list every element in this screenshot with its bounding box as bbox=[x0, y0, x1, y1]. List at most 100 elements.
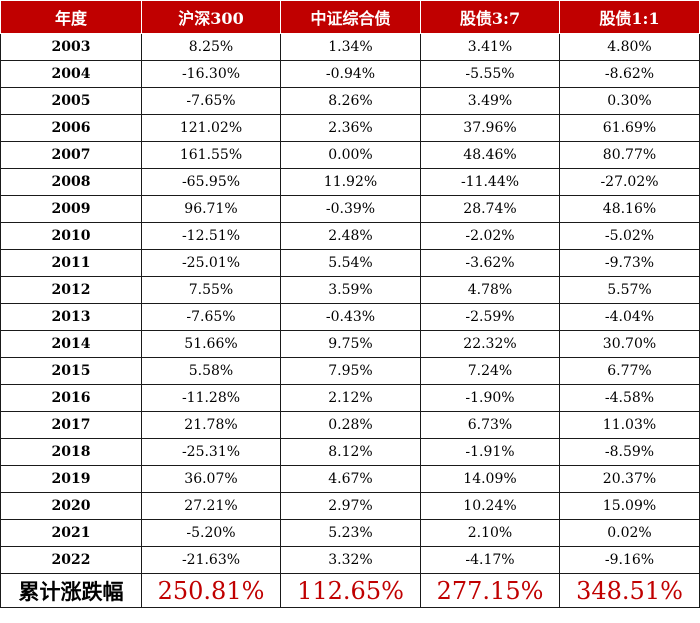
cell-csi300: -25.01% bbox=[141, 249, 281, 277]
header-bond-index: 中证综合债 bbox=[280, 0, 421, 34]
table-row: 2012 7.55% 3.59% 4.78% 5.57% bbox=[0, 276, 700, 304]
cell-mix-1-1: -8.62% bbox=[559, 60, 700, 88]
cell-mix-3-7: -11.44% bbox=[420, 168, 560, 196]
total-mix-1-1: 348.51% bbox=[559, 573, 700, 608]
table-row: 2009 96.71% -0.39% 28.74% 48.16% bbox=[0, 195, 700, 223]
cell-mix-1-1: -9.16% bbox=[559, 546, 700, 574]
table-row: 2013 -7.65% -0.43% -2.59% -4.04% bbox=[0, 303, 700, 331]
cell-mix-1-1: 15.09% bbox=[559, 492, 700, 520]
cell-bond-index: 4.67% bbox=[280, 465, 421, 493]
cell-csi300: -16.30% bbox=[141, 60, 281, 88]
cell-year: 2022 bbox=[0, 546, 142, 574]
cell-year: 2013 bbox=[0, 303, 142, 331]
cell-mix-3-7: 7.24% bbox=[420, 357, 560, 385]
cell-mix-3-7: -1.90% bbox=[420, 384, 560, 412]
cell-mix-3-7: -4.17% bbox=[420, 546, 560, 574]
cell-mix-1-1: 30.70% bbox=[559, 330, 700, 358]
cell-bond-index: 8.26% bbox=[280, 87, 421, 115]
cell-year: 2008 bbox=[0, 168, 142, 196]
cell-csi300: -65.95% bbox=[141, 168, 281, 196]
cell-bond-index: -0.39% bbox=[280, 195, 421, 223]
cell-bond-index: -0.94% bbox=[280, 60, 421, 88]
cell-bond-index: 9.75% bbox=[280, 330, 421, 358]
cell-mix-1-1: 11.03% bbox=[559, 411, 700, 439]
cell-csi300: 7.55% bbox=[141, 276, 281, 304]
cell-mix-3-7: 3.49% bbox=[420, 87, 560, 115]
cell-mix-1-1: -4.58% bbox=[559, 384, 700, 412]
cell-year: 2019 bbox=[0, 465, 142, 493]
table-row: 2006 121.02% 2.36% 37.96% 61.69% bbox=[0, 114, 700, 142]
total-bond-index: 112.65% bbox=[280, 573, 421, 608]
table-footer: 累计涨跌幅 250.81% 112.65% 277.15% 348.51% bbox=[0, 573, 700, 608]
cell-csi300: -5.20% bbox=[141, 519, 281, 547]
cell-csi300: -12.51% bbox=[141, 222, 281, 250]
cell-mix-1-1: 5.57% bbox=[559, 276, 700, 304]
cell-bond-index: 5.23% bbox=[280, 519, 421, 547]
cell-year: 2017 bbox=[0, 411, 142, 439]
table-header: 年度 沪深300 中证综合债 股债3:7 股债1:1 bbox=[0, 0, 700, 34]
cell-csi300: 51.66% bbox=[141, 330, 281, 358]
header-mix-3-7: 股债3:7 bbox=[420, 0, 560, 34]
cell-year: 2021 bbox=[0, 519, 142, 547]
cell-mix-1-1: 48.16% bbox=[559, 195, 700, 223]
total-mix-3-7: 277.15% bbox=[420, 573, 560, 608]
cell-year: 2003 bbox=[0, 33, 142, 61]
cell-mix-3-7: -2.02% bbox=[420, 222, 560, 250]
cell-mix-3-7: 3.41% bbox=[420, 33, 560, 61]
cell-bond-index: 2.12% bbox=[280, 384, 421, 412]
cell-year: 2011 bbox=[0, 249, 142, 277]
header-csi300: 沪深300 bbox=[141, 0, 281, 34]
cell-mix-1-1: -27.02% bbox=[559, 168, 700, 196]
cell-mix-3-7: 6.73% bbox=[420, 411, 560, 439]
cell-csi300: 121.02% bbox=[141, 114, 281, 142]
cell-bond-index: 11.92% bbox=[280, 168, 421, 196]
cell-mix-1-1: 0.30% bbox=[559, 87, 700, 115]
cell-year: 2020 bbox=[0, 492, 142, 520]
table-row: 2019 36.07% 4.67% 14.09% 20.37% bbox=[0, 465, 700, 493]
header-mix-1-1: 股债1:1 bbox=[559, 0, 700, 34]
cell-csi300: 96.71% bbox=[141, 195, 281, 223]
cell-csi300: 8.25% bbox=[141, 33, 281, 61]
cell-mix-1-1: 61.69% bbox=[559, 114, 700, 142]
cell-bond-index: 7.95% bbox=[280, 357, 421, 385]
table-row: 2017 21.78% 0.28% 6.73% 11.03% bbox=[0, 411, 700, 439]
cell-year: 2015 bbox=[0, 357, 142, 385]
total-csi300: 250.81% bbox=[141, 573, 281, 608]
cell-csi300: -7.65% bbox=[141, 87, 281, 115]
cell-year: 2018 bbox=[0, 438, 142, 466]
cell-mix-3-7: 14.09% bbox=[420, 465, 560, 493]
table-row: 2020 27.21% 2.97% 10.24% 15.09% bbox=[0, 492, 700, 520]
cell-bond-index: 0.28% bbox=[280, 411, 421, 439]
cell-bond-index: 8.12% bbox=[280, 438, 421, 466]
cell-year: 2004 bbox=[0, 60, 142, 88]
cell-mix-3-7: 48.46% bbox=[420, 141, 560, 169]
cell-year: 2006 bbox=[0, 114, 142, 142]
cell-year: 2010 bbox=[0, 222, 142, 250]
table-row: 2004 -16.30% -0.94% -5.55% -8.62% bbox=[0, 60, 700, 88]
cell-mix-3-7: 4.78% bbox=[420, 276, 560, 304]
total-row: 累计涨跌幅 250.81% 112.65% 277.15% 348.51% bbox=[0, 573, 700, 608]
cell-bond-index: 0.00% bbox=[280, 141, 421, 169]
cell-bond-index: 5.54% bbox=[280, 249, 421, 277]
cell-csi300: -25.31% bbox=[141, 438, 281, 466]
cell-mix-3-7: 22.32% bbox=[420, 330, 560, 358]
cell-bond-index: 2.36% bbox=[280, 114, 421, 142]
table-row: 2010 -12.51% 2.48% -2.02% -5.02% bbox=[0, 222, 700, 250]
cell-year: 2005 bbox=[0, 87, 142, 115]
cell-bond-index: 3.32% bbox=[280, 546, 421, 574]
cell-csi300: -11.28% bbox=[141, 384, 281, 412]
cell-mix-3-7: 2.10% bbox=[420, 519, 560, 547]
cell-year: 2014 bbox=[0, 330, 142, 358]
table-row: 2005 -7.65% 8.26% 3.49% 0.30% bbox=[0, 87, 700, 115]
cell-year: 2012 bbox=[0, 276, 142, 304]
table-row: 2016 -11.28% 2.12% -1.90% -4.58% bbox=[0, 384, 700, 412]
cell-bond-index: 3.59% bbox=[280, 276, 421, 304]
table-row: 2015 5.58% 7.95% 7.24% 6.77% bbox=[0, 357, 700, 385]
cell-year: 2016 bbox=[0, 384, 142, 412]
cell-mix-3-7: -5.55% bbox=[420, 60, 560, 88]
total-label: 累计涨跌幅 bbox=[0, 573, 142, 608]
cell-mix-1-1: 20.37% bbox=[559, 465, 700, 493]
cell-mix-1-1: 80.77% bbox=[559, 141, 700, 169]
cell-mix-1-1: -4.04% bbox=[559, 303, 700, 331]
cell-bond-index: -0.43% bbox=[280, 303, 421, 331]
